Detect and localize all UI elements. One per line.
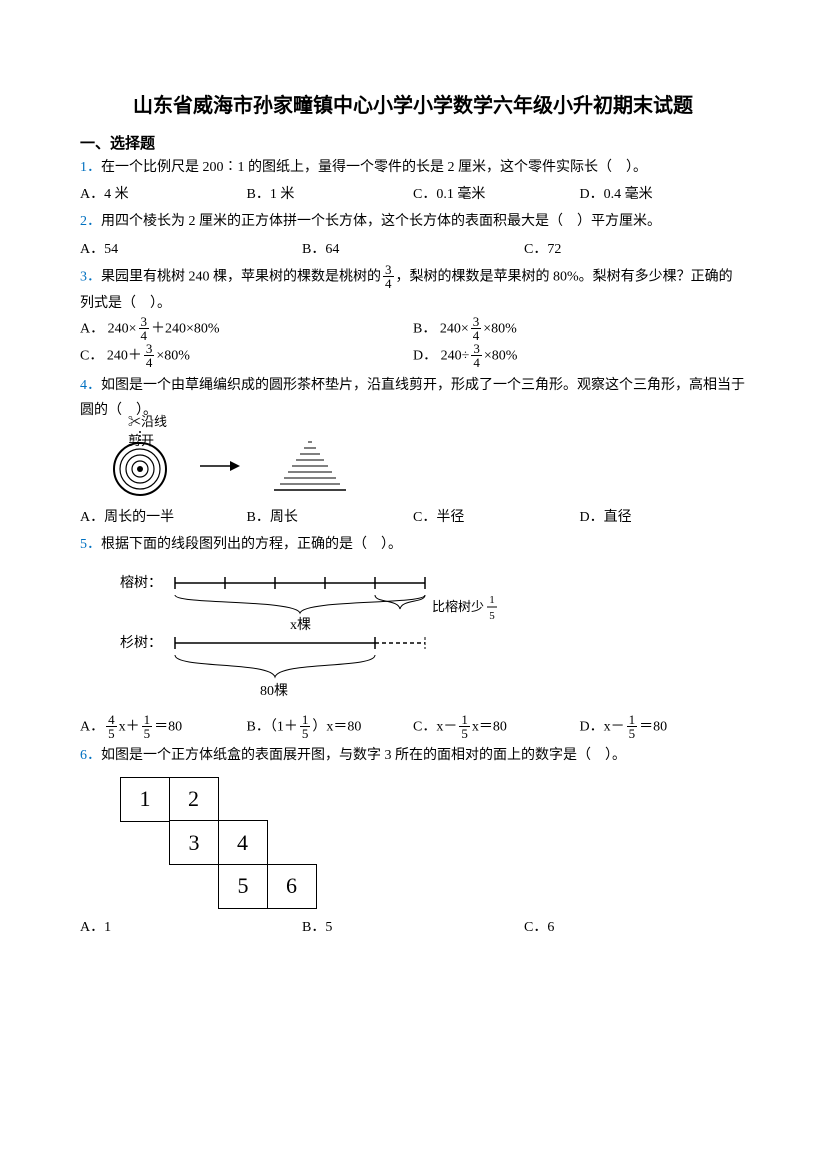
q5-opt-b: B．（1＋15）x＝80 — [247, 714, 414, 741]
question-3: 3．果园里有桃树 240 棵，苹果树的棵数是桃树的34，梨树的棵数是苹果树的 8… — [80, 264, 746, 316]
q3-opt-a: A． 240×34＋240×80% — [80, 316, 413, 343]
q1-opt-b: B．1 米 — [247, 182, 414, 207]
svg-text:5: 5 — [489, 610, 495, 622]
label-rongshu: 榕树： — [120, 575, 162, 591]
q6-text: 如图是一个正方体纸盒的表面展开图，与数字 3 所在的面相对的面上的数字是（ ）。 — [101, 748, 626, 763]
q6-options: A．1 B．5 C．6 — [80, 915, 746, 940]
q4-opt-c: C．半径 — [413, 505, 580, 530]
q3-frac: 34 — [383, 263, 394, 290]
qnum-4: 4． — [80, 378, 101, 393]
cube-cell-1: 1 — [120, 777, 170, 822]
q3-text-a: 果园里有桃树 240 棵，苹果树的棵数是桃树的 — [101, 269, 381, 284]
q2-opt-a: A．54 — [80, 237, 302, 262]
q2-opt-c: C．72 — [524, 237, 746, 262]
question-6: 6．如图是一个正方体纸盒的表面展开图，与数字 3 所在的面相对的面上的数字是（ … — [80, 743, 746, 768]
qnum-3: 3． — [80, 269, 101, 284]
q5-opt-d: D．x－15＝80 — [580, 714, 747, 741]
q5-figure: 榕树： x棵 比榕树少 1 5 水杉树： — [120, 563, 746, 708]
question-2: 2．用四个棱长为 2 厘米的正方体拼一个长方体，这个长方体的表面积最大是（ ）平… — [80, 209, 746, 234]
q6-opt-b: B．5 — [302, 915, 524, 940]
q3-opt-b: B． 240×34×80% — [413, 316, 746, 343]
question-1: 1．在一个比例尺是 200∶1 的图纸上，量得一个零件的长是 2 厘米，这个零件… — [80, 155, 746, 180]
cube-net-figure: 1 2 3 4 5 6 — [120, 777, 746, 909]
q4-opt-a: A．周长的一半 — [80, 505, 247, 530]
q5-opt-c: C．x－15x＝80 — [413, 714, 580, 741]
line-segment-diagram-icon: 榕树： x棵 比榕树少 1 5 水杉树： — [120, 563, 580, 703]
scissor-icon: ✂ — [128, 414, 141, 429]
q4-figure: ✂沿线剪开 — [110, 431, 746, 501]
label-less: 比榕树少 — [432, 599, 484, 614]
q6-opt-c: C．6 — [524, 915, 746, 940]
q3-opt-d: D． 240÷34×80% — [413, 343, 746, 370]
q4-opt-d: D．直径 — [580, 505, 747, 530]
scissor-label: ✂沿线剪开 — [128, 411, 180, 449]
q5-text: 根据下面的线段图列出的方程，正确的是（ ）。 — [101, 537, 402, 552]
cube-cell-6: 6 — [267, 864, 317, 909]
page-title: 山东省威海市孙家疃镇中心小学小学数学六年级小升初期末试题 — [80, 90, 746, 122]
qnum-5: 5． — [80, 537, 101, 552]
q1-text: 在一个比例尺是 200∶1 的图纸上，量得一个零件的长是 2 厘米，这个零件实际… — [101, 160, 647, 175]
q1-opt-d: D．0.4 毫米 — [580, 182, 747, 207]
q2-text: 用四个棱长为 2 厘米的正方体拼一个长方体，这个长方体的表面积最大是（ ）平方厘… — [101, 214, 661, 229]
cube-cell-3: 3 — [169, 820, 219, 865]
cube-cell-5: 5 — [218, 864, 268, 909]
triangle-lines-icon — [260, 436, 360, 496]
section-heading: 一、选择题 — [80, 132, 746, 153]
q2-options: A．54 B．64 C．72 — [80, 237, 746, 262]
label-shuishan: 水杉树： — [120, 635, 162, 651]
qnum-1: 1． — [80, 160, 101, 175]
q3-opts-row1: A． 240×34＋240×80% B． 240×34×80% — [80, 316, 746, 343]
q4-opt-b: B．周长 — [247, 505, 414, 530]
q1-options: A．4 米 B．1 米 C．0.1 毫米 D．0.4 毫米 — [80, 182, 746, 207]
q2-opt-b: B．64 — [302, 237, 524, 262]
q6-opt-a: A．1 — [80, 915, 302, 940]
qnum-6: 6． — [80, 748, 101, 763]
label-80ke: 80棵 — [260, 683, 288, 699]
question-5: 5．根据下面的线段图列出的方程，正确的是（ ）。 — [80, 532, 746, 557]
cube-cell-2: 2 — [169, 777, 219, 822]
q1-opt-c: C．0.1 毫米 — [413, 182, 580, 207]
svg-text:1: 1 — [489, 594, 495, 606]
arrow-right-icon — [200, 456, 240, 476]
qnum-2: 2． — [80, 214, 101, 229]
q5-opt-a: A．45x＋15＝80 — [80, 714, 247, 741]
q3-opt-c: C． 240＋34×80% — [80, 343, 413, 370]
cube-cell-4: 4 — [218, 820, 268, 865]
q4-options: A．周长的一半 B．周长 C．半径 D．直径 — [80, 505, 746, 530]
q5-options: A．45x＋15＝80 B．（1＋15）x＝80 C．x－15x＝80 D．x－… — [80, 714, 746, 741]
q3-opts-row2: C． 240＋34×80% D． 240÷34×80% — [80, 343, 746, 370]
label-xke: x棵 — [290, 617, 311, 633]
q1-opt-a: A．4 米 — [80, 182, 247, 207]
